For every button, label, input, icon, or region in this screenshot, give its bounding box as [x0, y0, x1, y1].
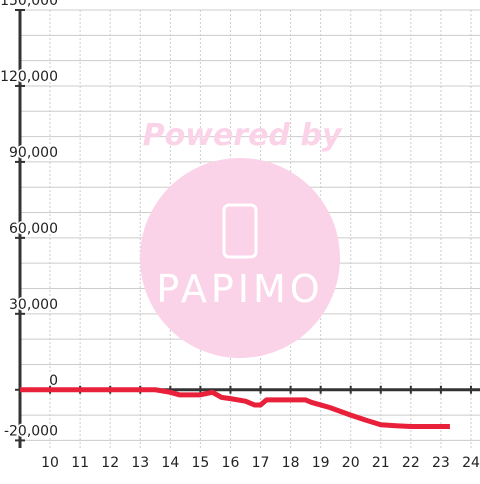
watermark-icon	[222, 203, 258, 259]
x-tick-label: 19	[312, 455, 330, 471]
y-tick-label: 150,000	[0, 0, 58, 9]
x-tick-label: 24	[462, 455, 480, 471]
x-tick-label: 22	[402, 455, 420, 471]
x-tick-label: 13	[131, 455, 149, 471]
x-tick-label: 20	[342, 455, 360, 471]
x-tick-label: 14	[161, 455, 179, 471]
watermark: Powered by PAPIMO	[140, 118, 343, 358]
y-tick-label: 90,000	[9, 145, 58, 161]
x-tick-label: 15	[191, 455, 209, 471]
x-tick-label: 21	[372, 455, 390, 471]
x-tick-label: 17	[252, 455, 270, 471]
y-tick-label: 30,000	[9, 297, 58, 313]
x-tick-label: 16	[222, 455, 240, 471]
y-tick-label: 120,000	[0, 69, 58, 85]
x-tick-label: 11	[71, 455, 89, 471]
x-tick-label: 23	[432, 455, 450, 471]
y-tick-label: 0	[49, 373, 58, 389]
x-tick-label: 12	[101, 455, 119, 471]
watermark-logo: PAPIMO	[156, 267, 323, 311]
x-tick-label: 18	[282, 455, 300, 471]
y-tick-label: 60,000	[9, 221, 58, 237]
line	[20, 387, 450, 429]
x-tick-label: 10	[41, 455, 59, 471]
y-tick-label: -20,000	[4, 423, 58, 439]
watermark-text: Powered by	[143, 118, 343, 153]
